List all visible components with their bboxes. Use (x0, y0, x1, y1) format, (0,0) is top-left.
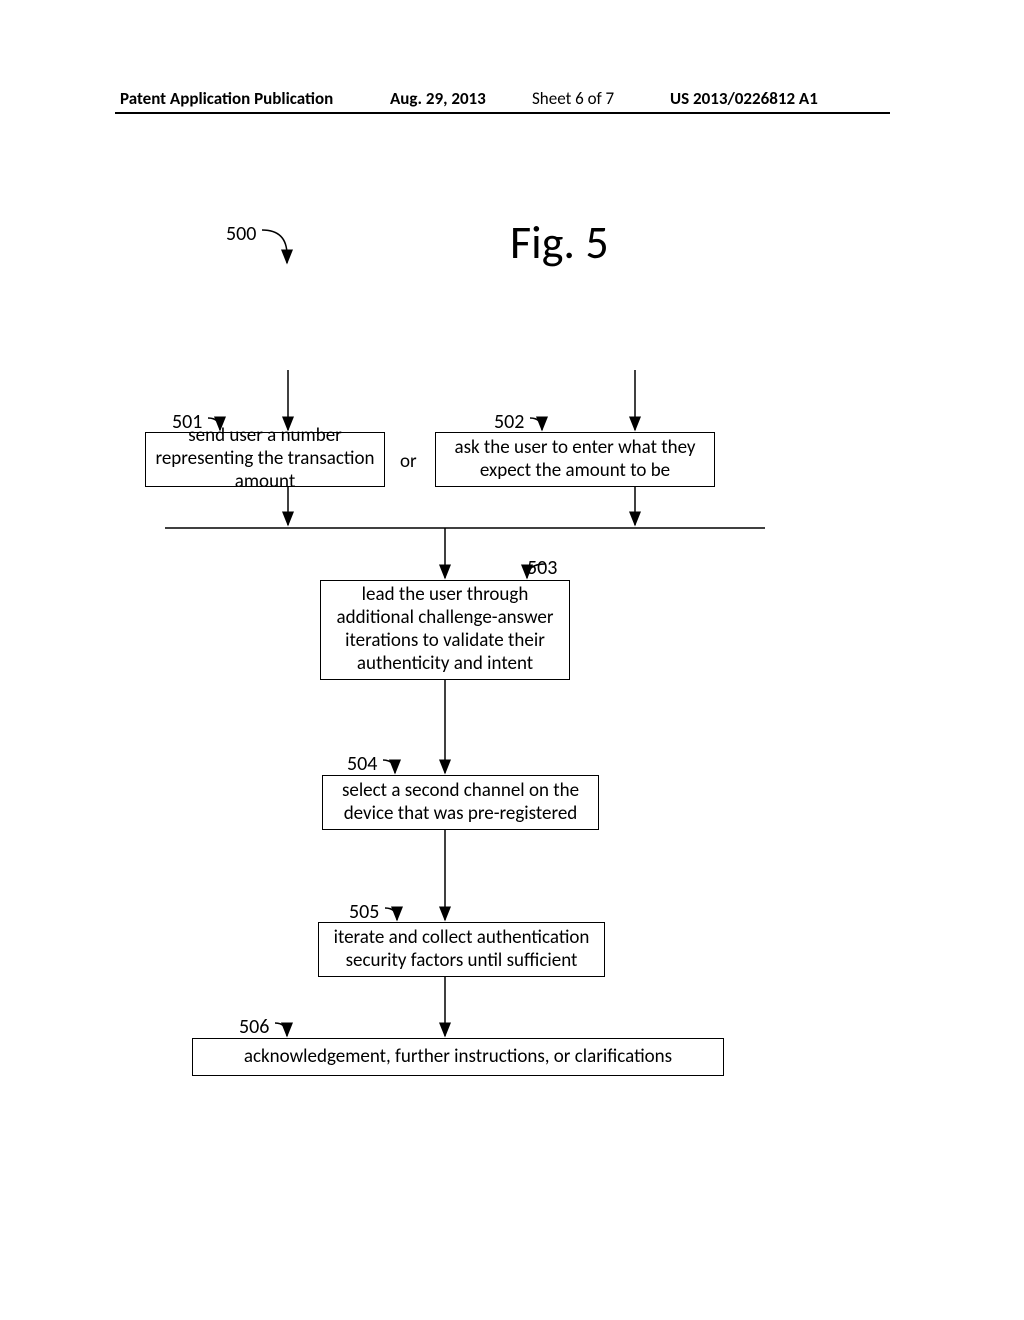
header-rule (115, 112, 890, 114)
page: Patent Application Publication Aug. 29, … (0, 0, 1024, 1320)
sheet-label: Sheet 6 of 7 (532, 88, 614, 109)
node-503-text: lead the user through additional challen… (327, 584, 563, 675)
ref-500: 500 (226, 222, 256, 246)
node-502: ask the user to enter what they expect t… (435, 432, 715, 487)
node-501: send user a number representing the tran… (145, 432, 385, 487)
ref-504: 504 (347, 752, 377, 776)
publication-label: Patent Application Publication (120, 88, 333, 109)
ref-502: 502 (494, 410, 524, 434)
node-501-text: send user a number representing the tran… (152, 425, 378, 493)
or-label: or (400, 450, 417, 473)
node-502-text: ask the user to enter what they expect t… (442, 437, 708, 483)
node-505: iterate and collect authentication secur… (318, 922, 605, 977)
ref-503: 503 (527, 556, 557, 580)
node-506-text: acknowledgement, further instructions, o… (244, 1046, 672, 1069)
node-506: acknowledgement, further instructions, o… (192, 1038, 724, 1076)
node-505-text: iterate and collect authentication secur… (325, 927, 598, 973)
figure-title: Fig. 5 (510, 215, 609, 271)
publication-date: Aug. 29, 2013 (390, 88, 486, 109)
ref-506: 506 (239, 1015, 269, 1039)
node-503: lead the user through additional challen… (320, 580, 570, 680)
ref-505: 505 (349, 900, 379, 924)
publication-number: US 2013/0226812 A1 (670, 88, 818, 109)
node-504: select a second channel on the device th… (322, 775, 599, 830)
node-504-text: select a second channel on the device th… (329, 780, 592, 826)
